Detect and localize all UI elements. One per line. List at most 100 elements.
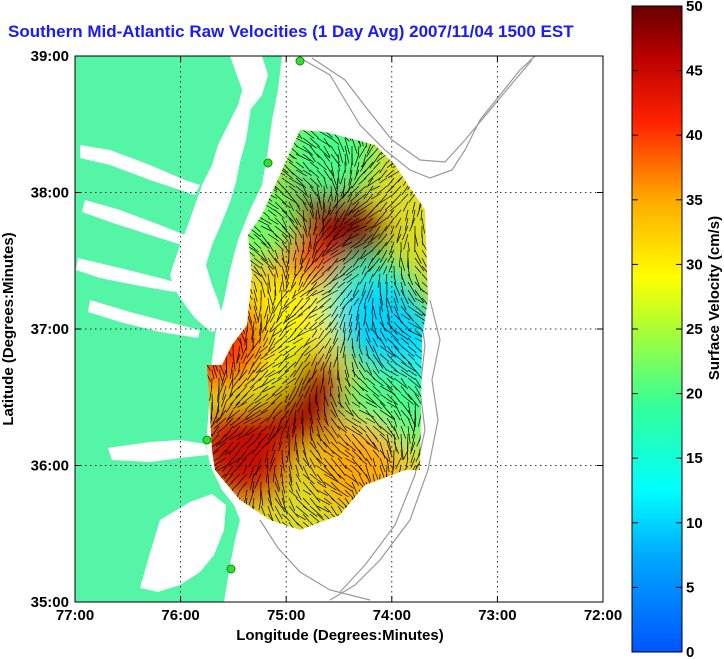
velocity-vector: [341, 297, 353, 310]
velocity-vector: [334, 185, 339, 203]
velocity-vector: [299, 257, 304, 271]
velocity-vector: [265, 313, 269, 331]
velocity-vector: [253, 393, 262, 402]
velocity-vector: [294, 345, 304, 354]
velocity-vector: [421, 249, 428, 259]
velocity-vector: [316, 161, 327, 171]
estuary-3: [76, 258, 178, 292]
velocity-vector: [344, 409, 354, 417]
velocity-vector: [223, 449, 234, 456]
velocity-vector: [366, 145, 374, 158]
velocity-vector: [323, 473, 339, 483]
velocity-vector: [344, 393, 350, 406]
velocity-vector: [292, 337, 304, 345]
velocity-vector: [302, 177, 314, 189]
velocity-vector: [215, 433, 227, 447]
velocity-vector: [393, 329, 409, 340]
estuary-4: [88, 300, 200, 338]
velocity-vector: [268, 337, 276, 351]
y-axis-label: Latitude (Degrees:Minutes): [0, 232, 17, 425]
velocity-vector: [410, 449, 416, 464]
velocity-vector: [331, 305, 339, 318]
velocity-vector: [302, 225, 308, 238]
velocity-vector: [323, 457, 335, 471]
velocity-vector: [293, 361, 304, 378]
velocity-vector: [300, 409, 304, 424]
velocity-vector: [312, 225, 318, 235]
velocity-vector: [388, 257, 395, 273]
velocity-vector: [330, 481, 340, 492]
velocity-vector: [365, 441, 377, 450]
velocity-vector: [239, 337, 244, 354]
velocity-vector: [222, 457, 234, 472]
colorbar: 0 5 10 15 20 25 30 35 40 45 50 Surface Velocity (c…: [631, 0, 723, 659]
velocity-vector: [372, 305, 377, 320]
velocity-vector: [351, 249, 360, 259]
velocity-vector: [414, 401, 417, 420]
velocity-vector: [315, 337, 325, 348]
velocity-vector: [279, 281, 283, 293]
velocity-vector: [316, 497, 331, 506]
colorbar-tick-label: 0: [686, 644, 694, 659]
velocity-vector: [257, 305, 262, 323]
velocity-vector: [337, 137, 345, 153]
velocity-vector: [367, 257, 374, 269]
velocity-vector: [390, 225, 395, 235]
velocity-vector: [264, 345, 276, 356]
delaware-bay: [230, 56, 268, 110]
velocity-vector: [354, 153, 360, 167]
velocity-vector: [407, 361, 416, 372]
velocity-vector: [216, 465, 227, 472]
velocity-vector: [342, 249, 353, 262]
velocity-vector: [295, 489, 302, 501]
velocity-vector: [363, 185, 374, 200]
velocity-vector: [260, 401, 276, 414]
velocity-vector: [269, 313, 276, 323]
velocity-vector: [267, 505, 274, 523]
velocity-vector: [281, 489, 286, 504]
velocity-vector: [408, 193, 416, 203]
velocity-vector: [235, 393, 248, 406]
velocity-vector: [386, 305, 390, 321]
velocity-vector: [251, 337, 262, 352]
velocity-vector: [274, 473, 281, 491]
velocity-vector: [236, 353, 241, 364]
velocity-vector: [323, 505, 332, 514]
velocity-vector: [360, 249, 374, 260]
velocity-vector: [211, 369, 215, 380]
x-tick-label: 76:00: [161, 607, 199, 624]
grid-lines: [75, 56, 603, 602]
velocity-vector: [284, 401, 290, 411]
velocity-vector: [400, 321, 412, 332]
velocity-vector: [309, 169, 320, 179]
velocity-vector: [280, 409, 290, 422]
velocity-vector: [305, 289, 318, 300]
velocity-vector: [271, 377, 283, 385]
velocity-vector: [252, 433, 262, 445]
velocity-vector: [311, 249, 318, 266]
velocity-vector: [336, 345, 339, 362]
velocity-vector: [355, 185, 367, 196]
velocity-vector: [298, 273, 304, 286]
velocity-vector: [358, 465, 369, 479]
velocity-vector: [276, 305, 283, 323]
velocity-vector: [340, 169, 346, 185]
y-tick-label: 39:00: [31, 48, 69, 65]
velocity-vector: [274, 385, 290, 397]
velocity-vector: [386, 393, 398, 406]
velocity-vector: [339, 313, 346, 329]
velocity-vector: [293, 265, 304, 279]
velocity-vector: [414, 305, 428, 317]
velocity-vector: [400, 257, 406, 271]
velocity-vector: [253, 313, 257, 324]
velocity-vector: [262, 385, 276, 393]
velocity-vector: [274, 489, 282, 506]
velocity-vector: [288, 161, 303, 173]
velocity-vector: [340, 281, 353, 295]
velocity-vector: [400, 377, 407, 387]
velocity-vector: [279, 321, 290, 337]
velocity-vector: [326, 233, 339, 247]
velocity-vector: [372, 465, 379, 480]
velocity-vector: [267, 257, 275, 269]
velocity-vector: [372, 433, 379, 443]
